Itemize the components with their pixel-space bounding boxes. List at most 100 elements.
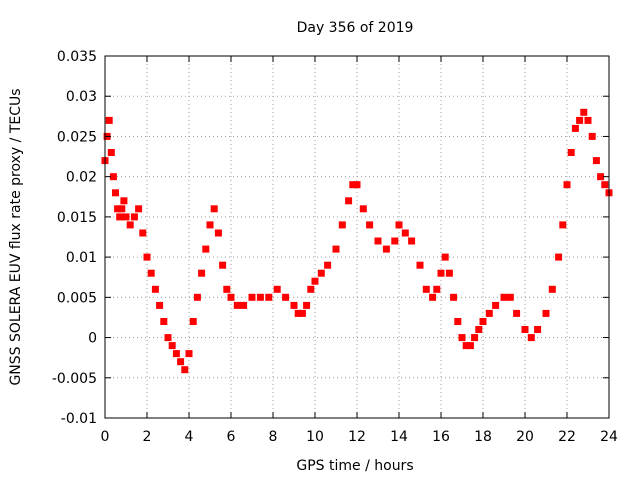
- data-point: [437, 269, 445, 277]
- data-point: [338, 221, 346, 229]
- data-point: [202, 245, 210, 253]
- x-tick-label: 6: [227, 429, 236, 445]
- data-point: [223, 285, 231, 293]
- data-point: [555, 253, 563, 261]
- data-point: [450, 293, 458, 301]
- data-points: [101, 108, 613, 374]
- y-tick-label: 0.025: [57, 129, 97, 145]
- y-tick-label: -0.01: [61, 411, 97, 427]
- data-point: [116, 213, 124, 221]
- data-point: [349, 181, 357, 189]
- data-point: [382, 245, 390, 253]
- data-point: [160, 318, 168, 325]
- data-point: [206, 221, 214, 229]
- x-tick-label: 22: [558, 429, 576, 445]
- data-point: [112, 189, 119, 197]
- data-point: [584, 116, 592, 124]
- data-point: [332, 245, 340, 253]
- data-point: [548, 285, 556, 293]
- data-point: [307, 285, 315, 293]
- x-tick-label: 0: [101, 429, 110, 445]
- data-point: [534, 326, 542, 333]
- grid: [104, 55, 610, 419]
- x-axis-label: GPS time / hours: [296, 458, 413, 474]
- y-tick-label: 0.005: [57, 290, 97, 306]
- data-point: [542, 309, 550, 317]
- data-point: [143, 253, 151, 261]
- data-point: [521, 326, 529, 333]
- data-point: [210, 205, 218, 213]
- data-point: [345, 197, 353, 205]
- x-tick-label: 16: [432, 429, 450, 445]
- data-point: [172, 350, 180, 358]
- data-point: [445, 269, 453, 277]
- data-point: [147, 269, 155, 277]
- data-point: [294, 309, 302, 317]
- y-tick-label: 0.01: [66, 250, 97, 266]
- data-point: [105, 116, 113, 124]
- chart-title: Day 356 of 2019: [297, 20, 414, 36]
- data-point: [233, 301, 241, 309]
- x-tick-label: 20: [516, 429, 534, 445]
- data-point: [107, 149, 115, 156]
- y-tick-label: 0.035: [57, 49, 97, 65]
- data-point: [151, 285, 159, 293]
- data-point: [492, 301, 500, 309]
- data-point: [471, 334, 479, 342]
- data-point: [193, 293, 201, 301]
- data-point: [130, 213, 138, 221]
- data-point: [114, 205, 122, 213]
- data-point: [282, 293, 290, 301]
- axis-ticks: 0 2 4 6 8 10 12 14 16 18 20 22 24-0.01-0.00500.0050.…: [52, 49, 618, 445]
- data-point: [416, 261, 424, 269]
- x-tick-label: 18: [474, 429, 492, 445]
- data-point: [500, 293, 508, 301]
- data-point: [189, 318, 197, 325]
- data-point: [198, 269, 206, 277]
- data-point: [240, 301, 248, 309]
- data-point: [401, 229, 409, 237]
- data-point: [273, 285, 281, 293]
- data-point: [559, 221, 567, 229]
- data-point: [311, 277, 319, 285]
- x-tick-label: 14: [390, 429, 408, 445]
- x-tick-label: 12: [348, 429, 366, 445]
- data-point: [513, 309, 521, 317]
- data-point: [462, 342, 470, 350]
- data-point: [317, 269, 325, 277]
- data-point: [408, 237, 416, 245]
- data-point: [227, 293, 235, 301]
- data-point: [126, 221, 134, 229]
- data-point: [567, 149, 575, 156]
- data-point: [156, 301, 164, 309]
- data-point: [374, 237, 382, 245]
- y-tick-label: 0.03: [66, 89, 97, 105]
- data-point: [359, 205, 367, 213]
- y-tick-label: -0.005: [52, 371, 97, 387]
- data-point: [303, 301, 311, 309]
- y-axis-label: GNSS SOLERA EUV flux rate proxy / TECUs: [8, 88, 24, 385]
- data-point: [422, 285, 430, 293]
- data-point: [118, 205, 126, 213]
- data-point: [290, 301, 298, 309]
- data-point: [391, 237, 399, 245]
- data-point: [571, 124, 579, 132]
- x-tick-label: 10: [306, 429, 324, 445]
- data-point: [324, 261, 332, 269]
- data-point: [454, 318, 462, 325]
- data-point: [265, 293, 273, 301]
- data-point: [395, 221, 403, 229]
- data-point: [366, 221, 374, 229]
- x-tick-label: 8: [269, 429, 278, 445]
- data-point: [135, 205, 143, 213]
- data-point: [164, 334, 172, 342]
- y-tick-label: 0.02: [66, 170, 97, 186]
- data-point: [168, 342, 176, 350]
- data-point: [479, 318, 487, 325]
- data-point: [592, 157, 600, 165]
- data-point: [109, 173, 117, 181]
- data-point: [458, 334, 466, 342]
- data-point: [122, 213, 130, 221]
